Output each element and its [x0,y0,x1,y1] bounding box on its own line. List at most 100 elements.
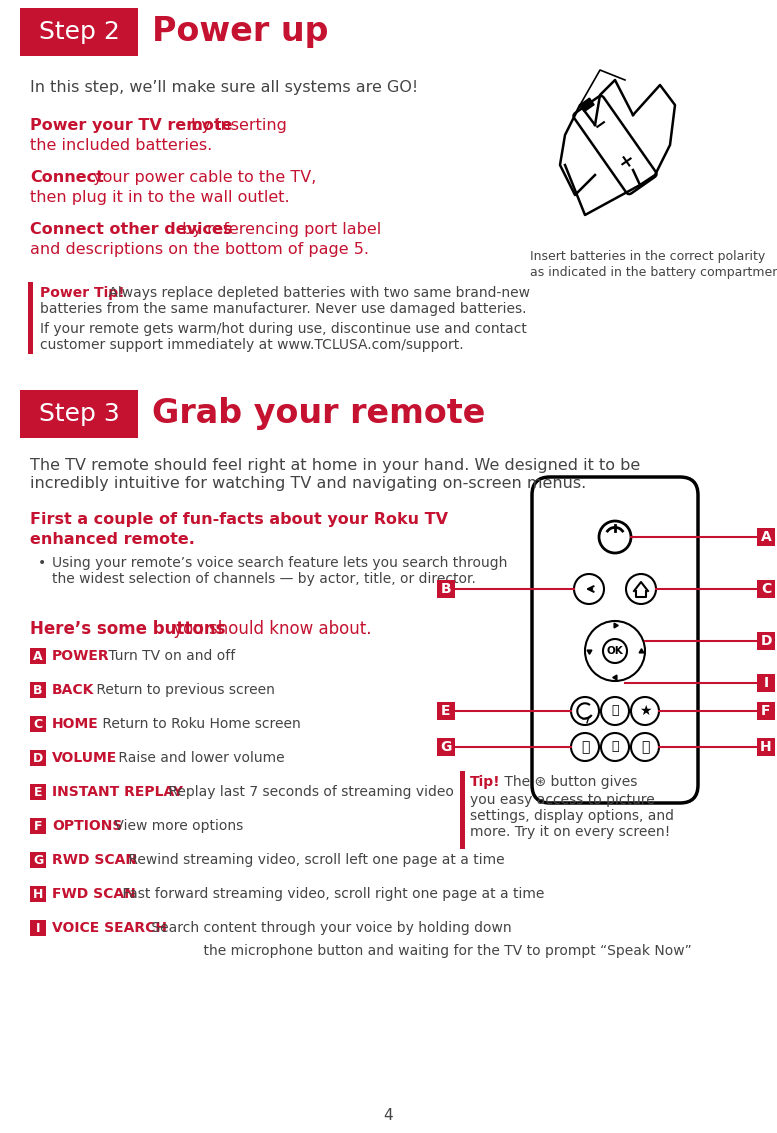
Text: First a couple of fun-facts about your Roku TV: First a couple of fun-facts about your R… [30,512,448,527]
Text: E: E [441,704,451,718]
Text: you easy access to picture: you easy access to picture [470,793,655,807]
Text: Turn TV on and off: Turn TV on and off [104,649,235,663]
Text: C: C [761,582,771,596]
Text: Using your remote’s voice search feature lets you search through: Using your remote’s voice search feature… [52,556,507,570]
Text: Step 3: Step 3 [39,402,120,426]
Text: by referencing port label: by referencing port label [177,222,382,237]
Text: Replay last 7 seconds of streaming video: Replay last 7 seconds of streaming video [164,785,454,799]
Text: VOLUME: VOLUME [52,751,117,765]
Text: Here’s some buttons: Here’s some buttons [30,620,225,638]
Text: Connect: Connect [30,170,104,185]
Text: A: A [761,530,772,544]
Text: 🎤: 🎤 [611,705,618,717]
Text: customer support immediately at www.TCLUSA.com/support.: customer support immediately at www.TCLU… [40,338,464,352]
Text: E: E [33,785,42,799]
Text: ⏪: ⏪ [581,740,589,753]
Bar [757,702,775,719]
Bar [28,282,33,353]
Text: the included batteries.: the included batteries. [30,138,212,153]
Text: Return to Roku Home screen: Return to Roku Home screen [98,717,301,731]
Text: by inserting: by inserting [186,118,287,133]
Bar [757,738,775,756]
Text: Connect other devices: Connect other devices [30,222,232,237]
Text: H: H [33,887,44,901]
Text: Power Tip!: Power Tip! [40,286,124,300]
Text: Power your TV remote: Power your TV remote [30,118,232,133]
Text: Insert batteries in the correct polarity: Insert batteries in the correct polarity [530,250,765,263]
Bar [580,99,594,111]
Bar [30,716,46,732]
FancyBboxPatch shape [573,96,657,194]
Text: ⏩: ⏩ [641,740,650,753]
Text: G: G [33,853,44,867]
Text: FWD SCAN: FWD SCAN [52,887,136,901]
Bar [30,852,46,868]
Text: Step 2: Step 2 [39,20,120,44]
Bar [757,580,775,598]
Text: OK: OK [607,646,623,656]
Text: 4: 4 [384,1107,393,1123]
Bar [437,580,455,598]
FancyBboxPatch shape [532,477,698,803]
Text: the widest selection of channels — by actor, title, or director.: the widest selection of channels — by ac… [52,572,476,586]
Text: Power up: Power up [152,16,329,49]
Text: A: A [33,649,43,663]
Text: as indicated in the battery compartment.: as indicated in the battery compartment. [530,266,777,279]
Text: BACK: BACK [52,683,94,697]
Text: The ⊛ button gives: The ⊛ button gives [500,775,637,789]
Text: F: F [761,704,771,718]
Text: settings, display options, and: settings, display options, and [470,809,674,823]
Bar [30,818,46,834]
Text: G: G [441,740,451,753]
Bar [30,886,46,902]
Bar [460,770,465,849]
Text: Tip!: Tip! [470,775,500,789]
Text: ⏭: ⏭ [611,741,618,753]
Text: Fast forward streaming video, scroll right one page at a time: Fast forward streaming video, scroll rig… [118,887,545,901]
Text: Raise and lower volume: Raise and lower volume [114,751,284,765]
Text: RWD SCAN: RWD SCAN [52,853,137,867]
Bar [30,750,46,766]
Text: the microphone button and waiting for the TV to prompt “Speak Now”: the microphone button and waiting for th… [151,944,692,959]
Bar [20,8,138,56]
Bar [437,702,455,719]
Text: D: D [760,634,772,648]
Text: you should know about.: you should know about. [168,620,371,638]
Text: I: I [36,921,40,935]
Text: INSTANT REPLAY: INSTANT REPLAY [52,785,183,799]
Text: then plug it in to the wall outlet.: then plug it in to the wall outlet. [30,190,290,205]
Text: Always replace depleted batteries with two same brand-new: Always replace depleted batteries with t… [104,286,530,300]
Text: If your remote gets warm/hot during use, discontinue use and contact: If your remote gets warm/hot during use,… [40,322,527,337]
Text: and descriptions on the bottom of page 5.: and descriptions on the bottom of page 5… [30,242,369,257]
Text: •: • [38,556,47,570]
Bar [30,784,46,800]
Bar [757,674,775,692]
Text: ★: ★ [639,704,651,718]
Text: C: C [33,717,43,731]
Text: H: H [760,740,772,753]
Text: B: B [441,582,451,596]
Text: Grab your remote: Grab your remote [152,398,486,431]
Text: enhanced remote.: enhanced remote. [30,533,195,547]
Text: D: D [33,751,44,765]
Text: I: I [764,676,768,690]
Text: View more options: View more options [110,819,243,833]
Text: VOICE SEARCH: VOICE SEARCH [52,921,167,935]
Text: F: F [33,819,42,833]
Text: HOME: HOME [52,717,99,731]
Bar [30,682,46,698]
Text: POWER: POWER [52,649,110,663]
Text: The TV remote should feel right at home in your hand. We designed it to be: The TV remote should feel right at home … [30,458,640,472]
Bar [757,528,775,546]
Bar [20,390,138,438]
Text: Return to previous screen: Return to previous screen [92,683,275,697]
Text: OPTIONS: OPTIONS [52,819,122,833]
Text: more. Try it on every screen!: more. Try it on every screen! [470,825,671,840]
Bar [757,632,775,650]
Text: Search content through your voice by holding down: Search content through your voice by hol… [147,921,511,935]
Text: In this step, we’ll make sure all systems are GO!: In this step, we’ll make sure all system… [30,80,418,95]
Text: batteries from the same manufacturer. Never use damaged batteries.: batteries from the same manufacturer. Ne… [40,303,527,316]
Bar [30,648,46,664]
Text: B: B [33,683,43,697]
Bar [437,738,455,756]
